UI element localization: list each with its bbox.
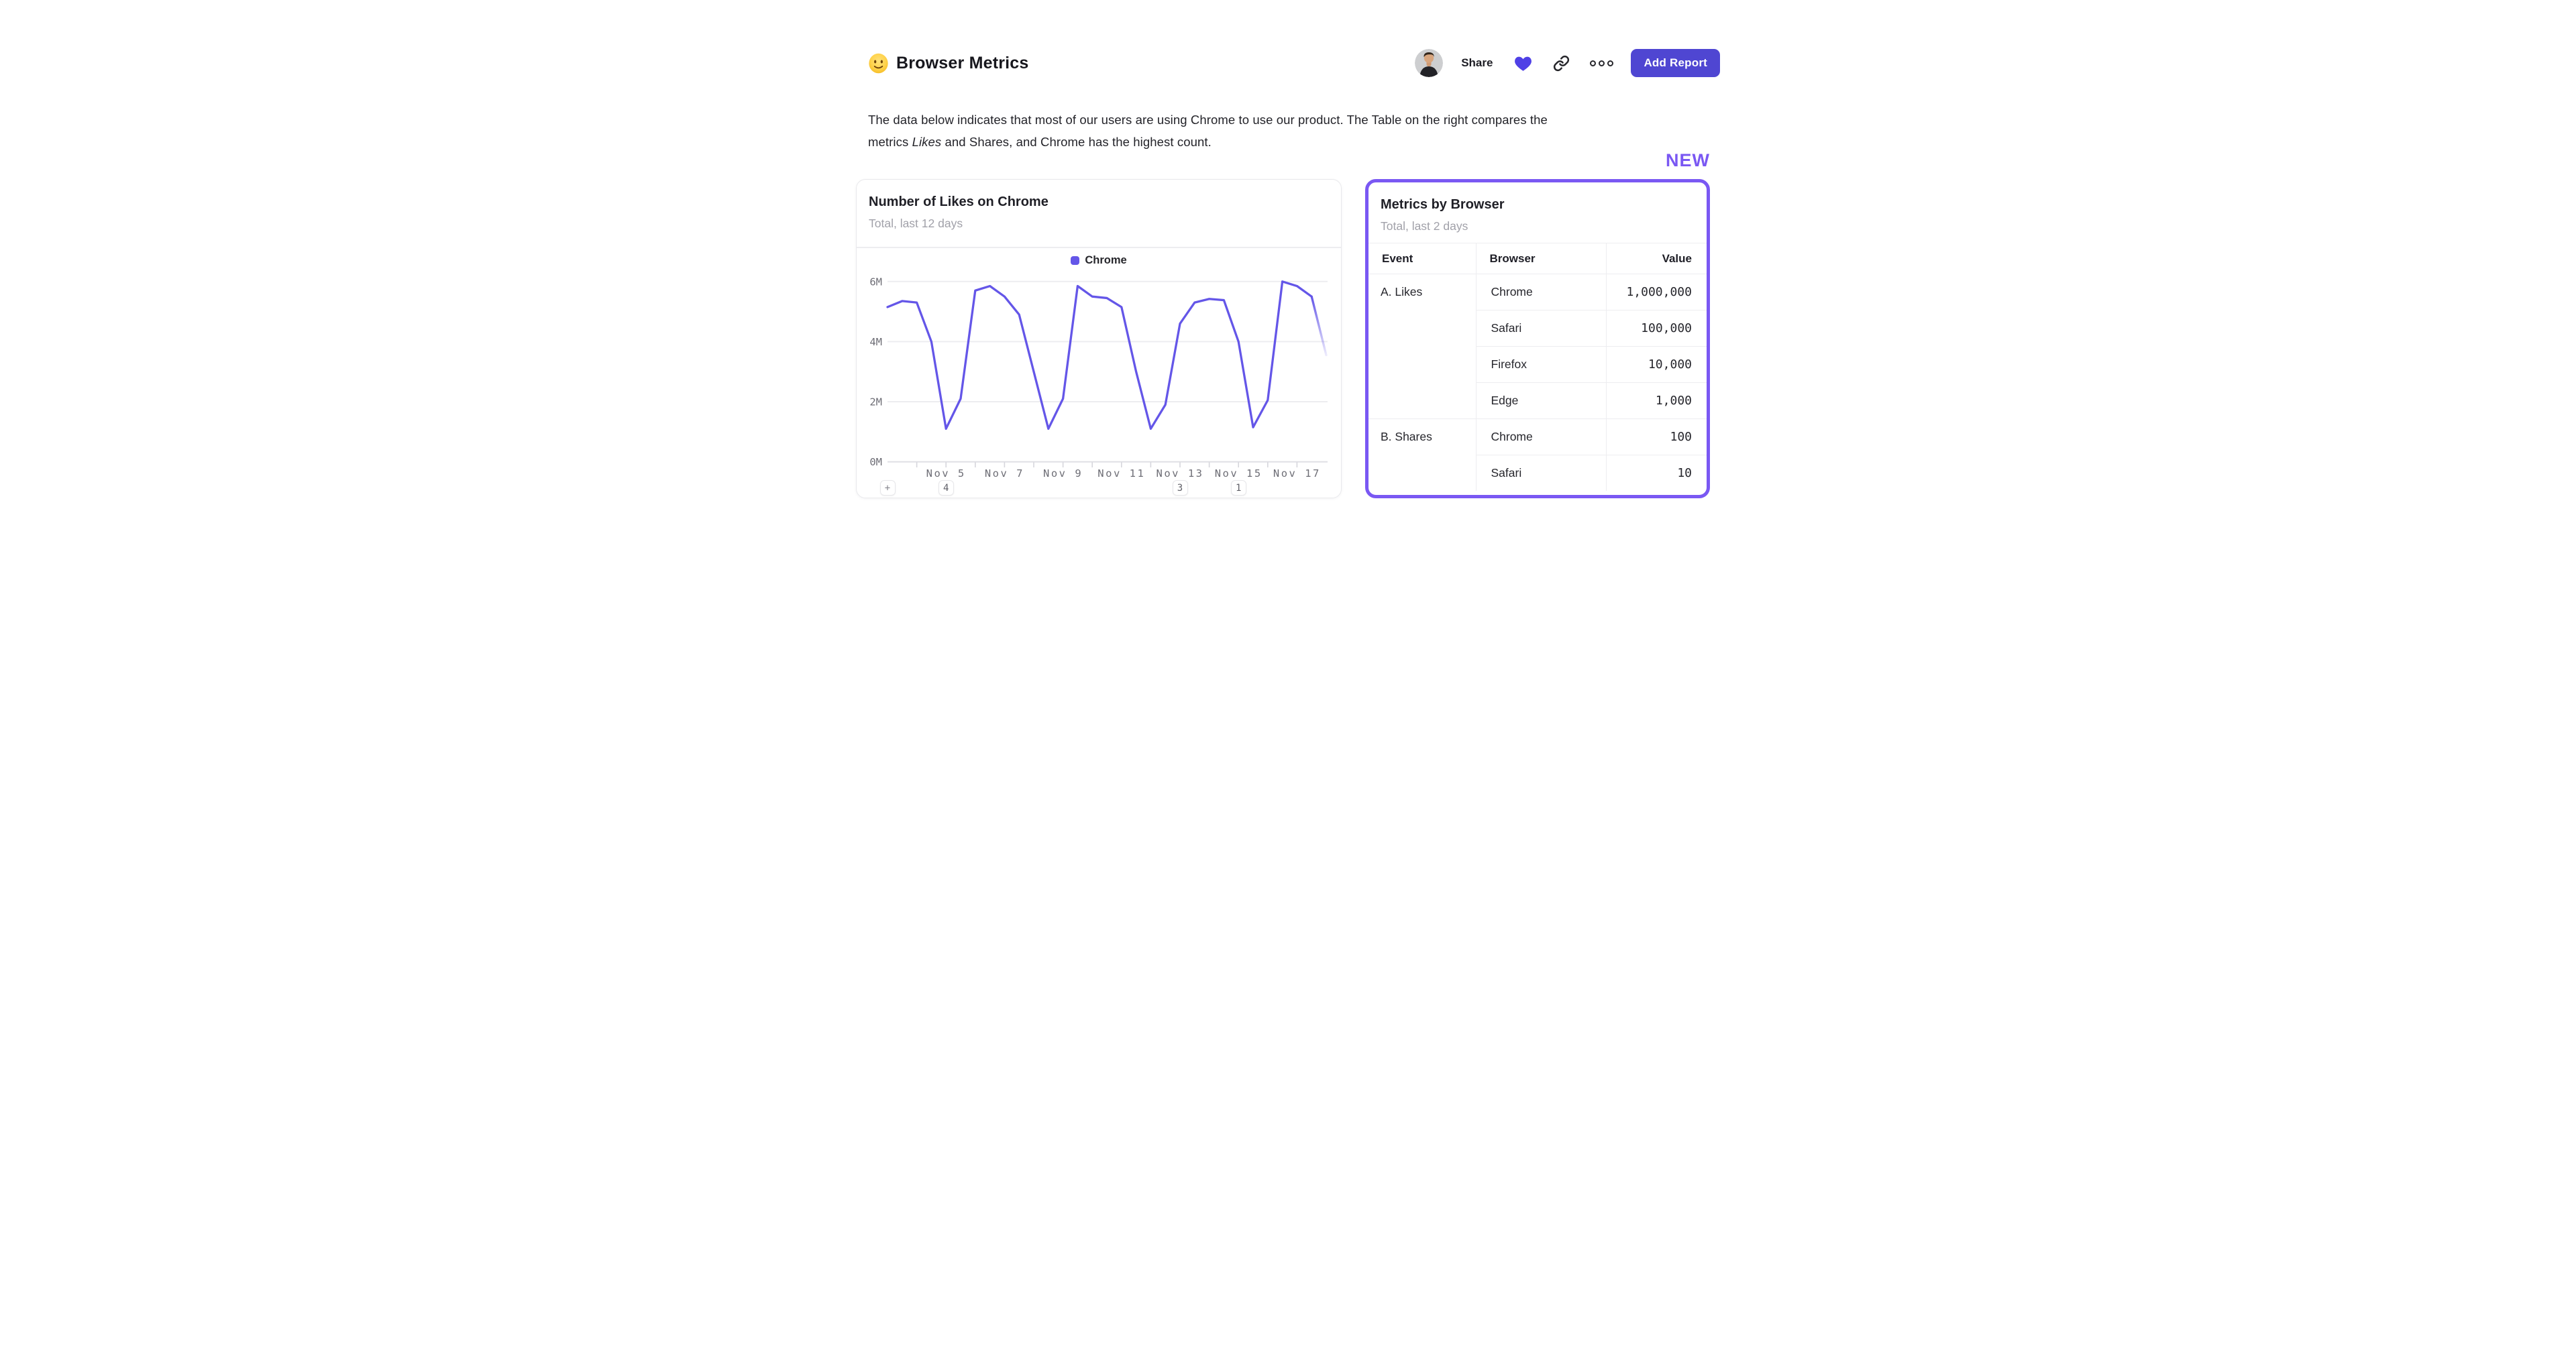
event-cell-shares: B. Shares <box>1368 418 1476 491</box>
col-header-value: Value <box>1605 243 1707 274</box>
metrics-table-card: Metrics by Browser Total, last 2 days Ev… <box>1365 179 1710 498</box>
table-row: Edge 1,000 <box>1368 382 1707 419</box>
svg-text:4M: 4M <box>869 336 882 348</box>
smiley-emoji-icon <box>869 53 888 73</box>
svg-text:Nov 15: Nov 15 <box>1215 467 1263 479</box>
favorite-heart-button[interactable] <box>1514 55 1532 72</box>
title-wrap: Browser Metrics <box>868 53 1029 74</box>
svg-text:Nov 7: Nov 7 <box>985 467 1024 479</box>
value-cell: 1,000,000 <box>1605 274 1707 310</box>
avatar[interactable] <box>1415 49 1444 77</box>
table-row: B. Shares Chrome 100 <box>1368 418 1707 491</box>
avatar-photo <box>1415 49 1444 77</box>
copy-link-button[interactable] <box>1553 55 1570 72</box>
svg-text:Nov 5: Nov 5 <box>926 467 966 479</box>
svg-text:Nov 9: Nov 9 <box>1043 467 1083 479</box>
heart-icon <box>1515 56 1532 71</box>
share-button[interactable]: Share <box>1461 56 1493 69</box>
value-cell: 100 <box>1605 418 1707 455</box>
table-row: Safari 10 <box>1368 455 1707 491</box>
svg-text:0M: 0M <box>869 456 882 468</box>
card-header-divider <box>857 247 1341 248</box>
legend-swatch-chrome <box>1071 256 1080 265</box>
description-line-1: The data below indicates that most of ou… <box>868 113 1548 127</box>
report-page: Browser Metrics Share <box>773 0 1803 543</box>
chart-card-title: Number of Likes on Chrome <box>869 194 1049 209</box>
browser-cell: Firefox <box>1475 346 1606 383</box>
table-card-subtitle: Total, last 2 days <box>1381 219 1468 233</box>
col-header-event: Event <box>1368 243 1476 274</box>
legend-label-chrome: Chrome <box>1085 254 1127 266</box>
page-title: Browser Metrics <box>896 53 1029 72</box>
toolbar: Share Add Report <box>1415 49 1720 77</box>
report-description: The data below indicates that most of ou… <box>868 109 1735 153</box>
table-row: A. Likes Chrome 1,000,000 <box>1368 274 1707 310</box>
chart-card-subtitle: Total, last 12 days <box>869 217 963 230</box>
table-card-title: Metrics by Browser <box>1381 197 1505 212</box>
description-line-2: metrics Likes and Shares, and Chrome has… <box>868 135 1212 149</box>
add-report-button[interactable]: Add Report <box>1631 49 1720 77</box>
add-annotation-chip[interactable]: + <box>879 480 896 496</box>
browser-cell: Safari <box>1475 455 1606 491</box>
svg-text:Nov 13: Nov 13 <box>1157 467 1204 479</box>
table-row: Safari 100,000 <box>1368 310 1707 347</box>
svg-text:6M: 6M <box>869 276 882 288</box>
chart-legend: Chrome <box>857 254 1341 267</box>
svg-text:2M: 2M <box>869 396 882 408</box>
likes-chart-card: Number of Likes on Chrome Total, last 12… <box>856 179 1342 498</box>
link-icon <box>1554 55 1570 71</box>
value-cell: 10,000 <box>1605 346 1707 383</box>
annotation-chip-4[interactable]: 4 <box>938 480 954 496</box>
metrics-table: Event Browser Value A. Likes Chrome 1,00… <box>1368 243 1707 491</box>
browser-cell: Chrome <box>1475 274 1606 310</box>
svg-text:Nov 17: Nov 17 <box>1273 467 1321 479</box>
svg-text:Nov 11: Nov 11 <box>1097 467 1145 479</box>
more-options-icon <box>1607 60 1614 66</box>
metric-name-likes: Likes <box>912 135 942 149</box>
doc-header: Browser Metrics Share <box>868 46 1720 80</box>
more-options-icon <box>1590 60 1597 66</box>
table-header-row: Event Browser Value <box>1368 243 1707 274</box>
browser-cell: Safari <box>1475 310 1606 347</box>
value-cell: 1,000 <box>1605 382 1707 419</box>
table-row: Firefox 10,000 <box>1368 346 1707 383</box>
value-cell: 10 <box>1605 455 1707 491</box>
more-options-button[interactable] <box>1590 60 1614 66</box>
annotation-chip-3[interactable]: 3 <box>1172 480 1188 496</box>
col-header-browser: Browser <box>1475 243 1606 274</box>
browser-cell: Chrome <box>1475 418 1606 455</box>
more-options-icon <box>1599 60 1605 66</box>
browser-cell: Edge <box>1475 382 1606 419</box>
annotation-chip-1[interactable]: 1 <box>1230 480 1246 496</box>
new-badge: NEW <box>1666 150 1710 170</box>
event-cell-likes: A. Likes <box>1381 285 1423 298</box>
value-cell: 100,000 <box>1605 310 1707 347</box>
